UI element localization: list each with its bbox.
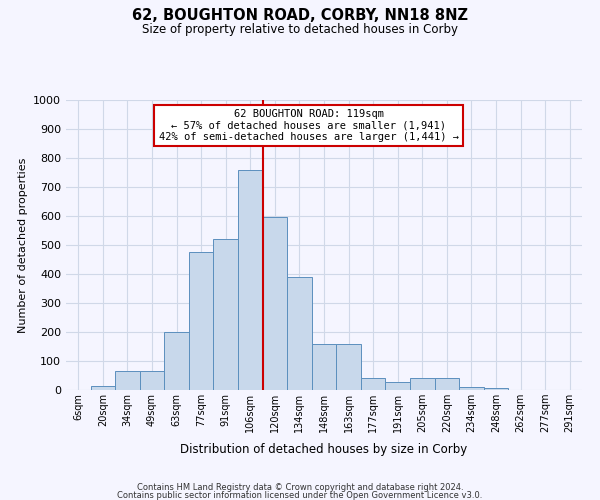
Text: Contains HM Land Registry data © Crown copyright and database right 2024.: Contains HM Land Registry data © Crown c… — [137, 482, 463, 492]
Bar — [312, 344, 336, 390]
Bar — [140, 371, 164, 390]
Bar — [214, 239, 238, 390]
Bar — [410, 378, 434, 390]
Bar — [189, 252, 214, 390]
Text: Contains public sector information licensed under the Open Government Licence v3: Contains public sector information licen… — [118, 491, 482, 500]
Bar — [91, 386, 115, 390]
Bar — [287, 277, 312, 390]
Bar — [115, 371, 140, 390]
Bar — [459, 387, 484, 390]
Bar — [361, 378, 385, 390]
Y-axis label: Number of detached properties: Number of detached properties — [17, 158, 28, 332]
Bar — [385, 382, 410, 390]
Text: 62, BOUGHTON ROAD, CORBY, NN18 8NZ: 62, BOUGHTON ROAD, CORBY, NN18 8NZ — [132, 8, 468, 22]
Bar — [164, 332, 189, 390]
Bar — [434, 378, 459, 390]
Bar — [336, 344, 361, 390]
Bar — [484, 388, 508, 390]
Text: Size of property relative to detached houses in Corby: Size of property relative to detached ho… — [142, 22, 458, 36]
Bar — [263, 218, 287, 390]
Bar — [238, 170, 263, 390]
Text: Distribution of detached houses by size in Corby: Distribution of detached houses by size … — [181, 442, 467, 456]
Text: 62 BOUGHTON ROAD: 119sqm
← 57% of detached houses are smaller (1,941)
42% of sem: 62 BOUGHTON ROAD: 119sqm ← 57% of detach… — [158, 108, 458, 142]
